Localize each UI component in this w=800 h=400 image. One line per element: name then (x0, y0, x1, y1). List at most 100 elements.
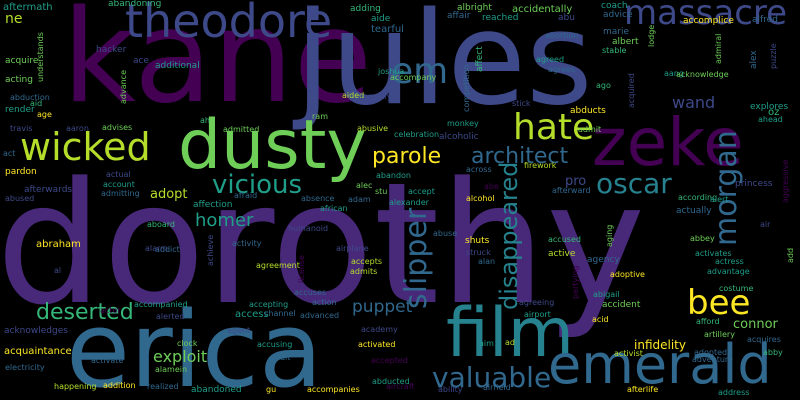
word-acquires: acquires (747, 335, 781, 344)
word-license: license (297, 255, 306, 283)
word-alex: alex (749, 50, 759, 69)
word-advice: advice (603, 10, 633, 20)
word-clock: clock (177, 339, 198, 348)
word-aide: aide (371, 14, 391, 24)
word-oz: oz (768, 107, 780, 118)
word-realized: realized (147, 382, 179, 391)
word-acquired: acquired (627, 73, 636, 108)
word-wand: wand (672, 93, 716, 112)
word-afterlife: afterlife (627, 385, 659, 394)
word-actress: actress (715, 257, 744, 266)
word-ace: ace (133, 56, 150, 66)
word-air: air (760, 220, 771, 229)
word-aggressive: aggressive (781, 159, 790, 203)
word-acknowledge: acknowledge (676, 70, 729, 79)
word-abducts: abducts (570, 106, 606, 116)
word-coach: coach (601, 1, 628, 11)
word-abraham: abraham (36, 239, 81, 250)
word-aircraft: aircraft (386, 382, 415, 391)
word-admiral: admiral (714, 33, 723, 64)
word-actual: actual (106, 170, 131, 179)
word-agreement: agreement (256, 261, 300, 270)
word-tearful: tearful (371, 24, 404, 35)
word-ability: ability (438, 385, 463, 394)
word-aid: aid (30, 99, 43, 108)
word-ram: ram (312, 112, 328, 121)
word-abandoned: abandoned (191, 385, 242, 395)
word-additional: additional (155, 61, 200, 71)
word-alcohol: alcohol (466, 194, 495, 203)
word-accidentally: accidentally (512, 4, 573, 15)
word-emerald: emerald (548, 333, 772, 396)
word-affair: affair (447, 11, 471, 21)
word-across: across (466, 165, 492, 174)
word-architect: architect (471, 144, 569, 169)
word-adopt: adopt (150, 187, 188, 202)
word-according: according (678, 193, 718, 202)
word-jules: jules (295, 0, 593, 134)
word-admitting: admitting (101, 189, 140, 198)
word-advantage: advantage (707, 267, 750, 276)
word-costume: costume (719, 284, 754, 293)
word-age: age (37, 110, 52, 119)
word-academy: academy (361, 325, 398, 334)
word-address: address (718, 388, 750, 397)
word-dusty: dusty (178, 106, 367, 185)
word-pardon: pardon (5, 167, 37, 177)
word-infidelity: infidelity (634, 338, 686, 352)
word-parole: parole (372, 144, 442, 169)
word-accusing: accusing (257, 340, 293, 349)
word-agrees: agrees (548, 65, 576, 74)
word-understands: understands (36, 32, 45, 82)
word-kane: kane (62, 0, 373, 132)
word-lodge: lodge (647, 24, 656, 47)
word-african: african (320, 204, 348, 213)
word-add: add (786, 247, 795, 263)
word-accepted: accepted (371, 356, 408, 365)
word-valuable: valuable (432, 361, 552, 394)
word-adding: adding (350, 4, 381, 14)
word-agreed: agreed (536, 55, 565, 64)
word-abandon: abandon (376, 171, 411, 180)
word-aboard: aboard (147, 220, 176, 229)
word-adopted: adopted (694, 348, 728, 357)
word-reached: reached (482, 13, 519, 23)
word-humanoid: humanoid (288, 224, 329, 233)
word-admit: admit (578, 125, 602, 134)
word-gu: gu (266, 385, 277, 394)
word-albert: albert (612, 37, 639, 47)
word-hate: hate (513, 107, 595, 148)
word-partying: partying (571, 265, 580, 299)
word-adoptive: adoptive (610, 270, 645, 279)
word-pro: pro (565, 174, 587, 189)
word-abbey: abbey (690, 234, 715, 243)
word-achieve: achieve (206, 234, 215, 266)
word-admitted: admitted (223, 125, 260, 134)
word-abby: abby (763, 348, 783, 357)
word-massacre: massacre (624, 0, 788, 33)
word-accomplice: accomplice (683, 16, 734, 26)
word-joshua: joshua (378, 67, 405, 76)
word-firework: firework (524, 161, 557, 170)
word-alarm: alarm (145, 244, 168, 253)
word-activist: activist (614, 349, 643, 358)
word-active: active (548, 249, 576, 259)
word-adam: adam (348, 195, 371, 204)
word-addict: addict (155, 245, 180, 254)
word-ahead: ahead (758, 115, 783, 124)
word-aided: aided (342, 91, 365, 100)
word-stable: stable (602, 46, 627, 55)
word-zeke: zeke (592, 104, 744, 181)
word-airport: airport (524, 310, 551, 319)
word-erica: erica (66, 289, 323, 400)
word-accompanies: accompanies (307, 385, 360, 394)
word-abigail: abigail (593, 290, 620, 299)
word-alec: alec (356, 181, 373, 190)
word-absence: absence (301, 194, 335, 203)
word-aftermath: aftermath (3, 2, 53, 13)
word-alcoholic: alcoholic (439, 132, 479, 142)
word-accompanied: accompanied (134, 300, 188, 309)
word-abuse: abuse (433, 229, 458, 238)
word-al: al (54, 266, 62, 275)
word-acid: acid (592, 315, 609, 324)
